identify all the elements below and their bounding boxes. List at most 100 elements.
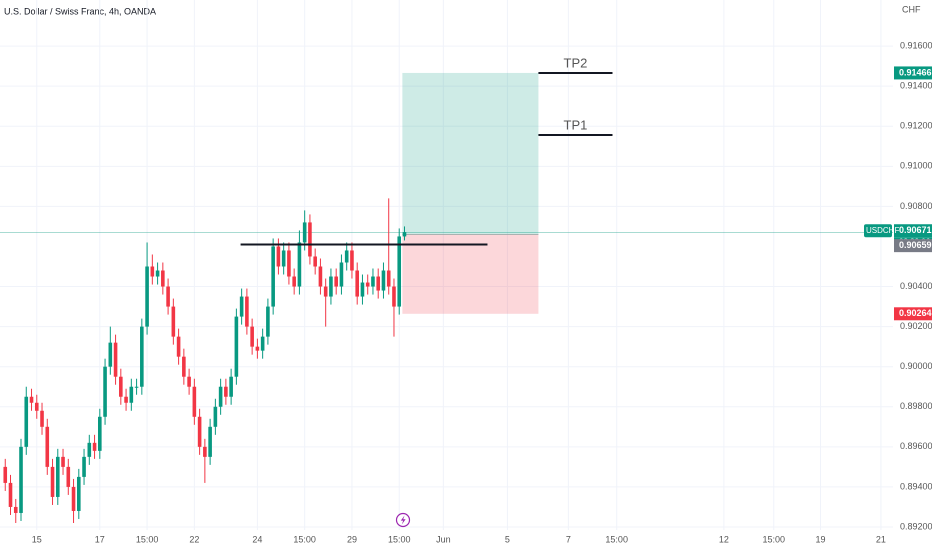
x-tick-label: 24: [252, 534, 262, 544]
chart-title: U.S. Dollar / Swiss Franc, 4h, OANDA: [4, 6, 156, 16]
candle-body: [140, 326, 144, 387]
candle-body: [40, 410, 44, 427]
candle-body: [308, 222, 312, 257]
candle-body: [161, 270, 165, 287]
candle-body: [197, 416, 202, 447]
candle-body: [318, 266, 323, 287]
candle-body: [13, 506, 18, 513]
candle-body: [339, 262, 344, 287]
target-label: TP2: [564, 55, 588, 70]
y-tick-label: 0.91200: [900, 121, 932, 131]
candle-body: [239, 296, 244, 317]
x-tick-label: 17: [95, 534, 105, 544]
candle-body: [355, 270, 359, 297]
candle-body: [76, 476, 81, 511]
candle-body: [182, 356, 186, 377]
candle-body: [376, 276, 381, 291]
candle-body: [87, 442, 92, 457]
x-tick-label: 15: [32, 534, 42, 544]
candle-body: [292, 276, 296, 287]
symbol-label: USDCHF: [866, 226, 899, 235]
entry-price-label: 0.90659: [899, 240, 932, 250]
candle-body: [103, 366, 107, 417]
stop-price-label-bg: [894, 307, 932, 321]
x-tick-label: 15:00: [605, 534, 628, 544]
x-tick-label: 15:00: [762, 534, 785, 544]
y-tick-label: 0.91000: [900, 161, 932, 171]
candle-body: [371, 276, 375, 287]
last-price-label: 0.90671: [899, 225, 932, 235]
candle-body: [281, 250, 286, 267]
y-tick-label: 0.90000: [900, 361, 932, 371]
symbol-bg: [864, 224, 892, 238]
candle-body: [224, 386, 228, 397]
last-price-label-bg: [894, 224, 932, 238]
candle-body: [323, 286, 328, 297]
candle-body: [397, 236, 402, 307]
candle-body: [203, 446, 207, 457]
candle-body: [19, 446, 23, 513]
target-price-label-bg: [894, 66, 932, 80]
candle-body: [176, 336, 181, 357]
candle-body: [71, 486, 76, 511]
candle-body: [245, 296, 249, 327]
target-zone: [402, 72, 539, 235]
candle-body: [50, 466, 55, 497]
y-tick-label: 0.89800: [900, 401, 932, 411]
x-tick-label: 15:00: [136, 534, 159, 544]
y-tick-label: 0.90800: [900, 201, 932, 211]
candle-body: [334, 276, 338, 287]
candle-body: [287, 250, 291, 277]
y-tick-label: 0.91400: [900, 81, 932, 91]
x-tick-label: 22: [189, 534, 199, 544]
candle-body: [155, 270, 160, 277]
x-tick-label: 7: [566, 534, 571, 544]
event-icon[interactable]: [395, 512, 411, 528]
candle-body: [150, 266, 155, 277]
candle-body: [402, 232, 407, 237]
candle-body: [82, 456, 86, 477]
candle-body: [55, 456, 60, 497]
candle-body: [187, 376, 191, 387]
stop-zone: [402, 234, 539, 314]
candle-body: [381, 270, 386, 291]
x-tick-label: 12: [719, 534, 729, 544]
candle-body: [171, 306, 176, 337]
candle-body: [234, 316, 239, 377]
candle-body: [108, 342, 113, 367]
candle-body: [329, 276, 333, 297]
candle-body: [350, 250, 354, 271]
candle-body: [302, 222, 307, 243]
y-tick-label: 0.90400: [900, 281, 932, 291]
y-tick-label: 0.89200: [900, 521, 932, 531]
candle-body: [8, 482, 13, 507]
candle-body: [276, 246, 281, 267]
x-tick-label: 5: [505, 534, 510, 544]
candle-body: [134, 386, 139, 388]
candle-body: [129, 386, 134, 403]
x-tick-label: 29: [347, 534, 357, 544]
x-tick-label: 21: [876, 534, 886, 544]
candle-body: [124, 396, 128, 403]
candle-body: [34, 402, 39, 411]
candle-body: [92, 442, 97, 451]
candle-body: [213, 406, 218, 427]
candle-body: [61, 456, 65, 467]
y-tick-label: 0.89600: [900, 441, 932, 451]
candle-body: [66, 466, 71, 487]
candle-body: [113, 342, 118, 377]
y-tick-label: 0.90200: [900, 321, 932, 331]
currency-label: CHF: [902, 4, 921, 14]
target-label: TP1: [564, 117, 588, 132]
x-tick-label: 15:00: [293, 534, 316, 544]
candle-body: [250, 326, 254, 347]
x-tick-label: 19: [816, 534, 826, 544]
x-tick-label: Jun: [436, 534, 451, 544]
candle-body: [98, 416, 102, 451]
candle-body: [271, 246, 275, 307]
stop-price-label: 0.90264: [899, 308, 932, 318]
candle-body: [386, 270, 391, 287]
candle-body: [24, 396, 29, 447]
